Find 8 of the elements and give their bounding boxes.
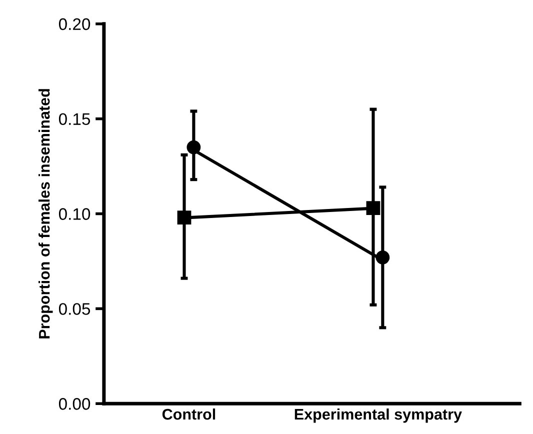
- y-tick-label: 0.15: [58, 113, 90, 126]
- y-tick-label: 0.00: [58, 398, 90, 410]
- x-tick-label: Control: [162, 408, 216, 420]
- y-tick-label: 0.05: [58, 303, 90, 315]
- y-tick-label: 0.10: [58, 208, 90, 220]
- y-tick-label: 0.20: [58, 18, 90, 30]
- x-tick-label: Experimental sympatry: [294, 408, 462, 423]
- y-axis-title: Proportion of females inseminated: [38, 89, 53, 338]
